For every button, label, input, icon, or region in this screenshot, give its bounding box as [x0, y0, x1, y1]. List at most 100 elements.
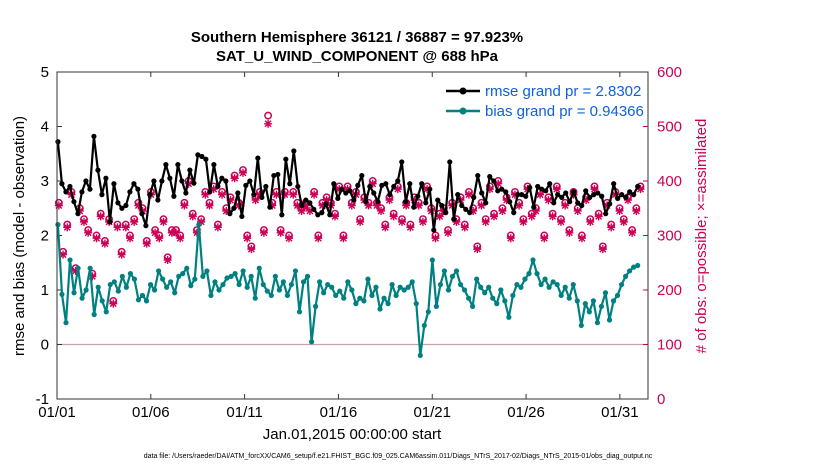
obs-assimilated-point: [155, 234, 164, 243]
bias-data-point: [490, 295, 496, 301]
obs-assimilated-point: [343, 185, 352, 194]
rmse-data-point: [491, 178, 497, 184]
obs-assimilated-point: [96, 212, 105, 221]
obs-assimilated-point: [531, 206, 540, 215]
rmse-data-point: [255, 155, 261, 161]
rmse-data-point: [135, 186, 141, 192]
obs-assimilated-point: [477, 201, 486, 210]
obs-assimilated-point: [611, 190, 620, 199]
rmse-data-point: [555, 192, 561, 198]
bias-data-point: [542, 276, 548, 282]
rmse-data-point: [515, 192, 521, 198]
rmse-data-point: [119, 205, 125, 211]
obs-assimilated-point: [414, 201, 423, 210]
rmse-data-point: [339, 186, 345, 192]
rmse-data-point: [263, 183, 269, 190]
obs-assimilated-point: [636, 185, 645, 194]
rmse-data-point: [215, 183, 221, 190]
rmse-data-point: [423, 200, 429, 206]
obs-assimilated-point: [163, 256, 172, 265]
obs-assimilated-point: [71, 266, 80, 275]
rmse-data-point: [559, 194, 565, 200]
rmse-data-point: [55, 139, 61, 145]
bias-data-point: [635, 262, 641, 269]
rmse-data-point: [115, 200, 121, 206]
legend-bias-label: bias grand pr = 0.94366: [485, 103, 644, 120]
x-tick-label: 01/26: [507, 404, 545, 421]
bias-data-point: [204, 268, 210, 274]
bias-data-point: [401, 287, 407, 293]
bias-data-point: [385, 301, 391, 307]
y-tick-label: 3: [41, 173, 49, 190]
bias-data-point: [602, 290, 609, 296]
rmse-data-point: [627, 189, 633, 195]
obs-assimilated-point: [209, 185, 218, 194]
obs-assimilated-point: [222, 206, 231, 215]
rmse-data-point: [615, 195, 621, 202]
bias-data-point: [482, 290, 488, 296]
obs-assimilated-point: [201, 190, 210, 199]
rmse-data-point: [603, 211, 609, 217]
bias-data-point: [87, 265, 93, 271]
obs-assimilated-point: [238, 168, 247, 177]
bias-data-point: [627, 268, 633, 274]
y2-tick-label: 500: [657, 119, 682, 136]
bias-data-point: [184, 265, 190, 271]
obs-assimilated-point: [322, 196, 331, 205]
rmse-data-point: [543, 188, 549, 194]
bias-data-point: [417, 352, 423, 358]
rmse-data-point: [343, 190, 349, 196]
bias-data-point: [546, 284, 552, 290]
rmse-data-point: [387, 192, 393, 198]
bias-data-point: [421, 322, 427, 329]
obs-assimilated-point: [79, 217, 88, 226]
bias-data-point: [111, 279, 117, 285]
rmse-data-point: [375, 199, 381, 205]
bias-data-point: [518, 284, 524, 290]
obs-assimilated-point: [264, 119, 273, 128]
rmse-data-point: [59, 181, 65, 187]
data-file-footer: data file: /Users/raeder/DAI/ATM_forcXX/…: [144, 453, 653, 460]
bias-data-point: [397, 284, 403, 290]
obs-assimilated-point: [402, 201, 411, 210]
bias-data-point: [393, 292, 399, 299]
x-tick-label: 01/21: [413, 404, 451, 421]
obs-assimilated-point: [134, 201, 143, 210]
bias-data-point: [236, 281, 242, 288]
rmse-data-point: [319, 210, 325, 216]
bias-data-point: [522, 276, 528, 282]
obs-assimilated-point: [314, 234, 323, 243]
obs-assimilated-point: [130, 217, 139, 226]
obs-assimilated-point: [519, 217, 528, 226]
bias-data-point: [288, 281, 295, 288]
bias-data-point: [437, 281, 444, 288]
bias-data-point: [433, 303, 439, 309]
obs-assimilated-point: [510, 190, 519, 199]
obs-assimilated-point: [272, 190, 281, 199]
obs-assimilated-point: [310, 190, 319, 199]
rmse-data-point: [291, 148, 297, 154]
bias-data-point: [264, 288, 270, 294]
obs-assimilated-point: [494, 179, 503, 188]
bias-data-point: [409, 279, 415, 285]
bias-data-point: [357, 295, 363, 301]
obs-assimilated-point: [598, 245, 607, 254]
bias-data-point: [582, 301, 588, 307]
bias-data-point: [268, 292, 274, 299]
bias-data-point: [115, 288, 121, 294]
rmse-data-point: [359, 172, 365, 179]
rmse-data-point: [547, 181, 553, 187]
rmse-data-point: [511, 210, 517, 216]
y2-tick-label: 200: [657, 282, 682, 299]
obs-assimilated-point: [393, 185, 402, 194]
rmse-data-point: [395, 178, 401, 184]
obs-assimilated-point: [339, 234, 348, 243]
bias-data-point: [280, 279, 286, 285]
rmse-data-point: [631, 192, 637, 198]
rmse-data-point: [351, 197, 357, 203]
bias-data-point: [244, 284, 250, 290]
rmse-data-point: [63, 189, 69, 195]
obs-assimilated-point: [544, 196, 553, 205]
obs-assimilated-point: [301, 201, 310, 210]
bias-data-point: [160, 276, 166, 282]
